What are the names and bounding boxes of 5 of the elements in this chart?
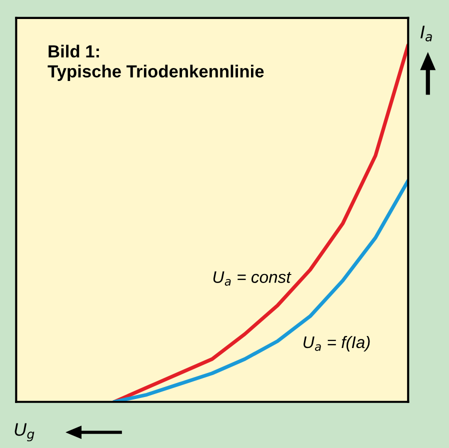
series-label: U$_{a}$ = f(Ia) (304, 336, 370, 352)
x-axis-title: U$_{g}$ (14, 423, 34, 442)
series-label: U$_{a}$ = const (213, 271, 292, 286)
text: Bild 1: Typische Triodenkennlinie (48, 44, 264, 81)
y-axis-title: I$_{a}$ (420, 26, 432, 42)
